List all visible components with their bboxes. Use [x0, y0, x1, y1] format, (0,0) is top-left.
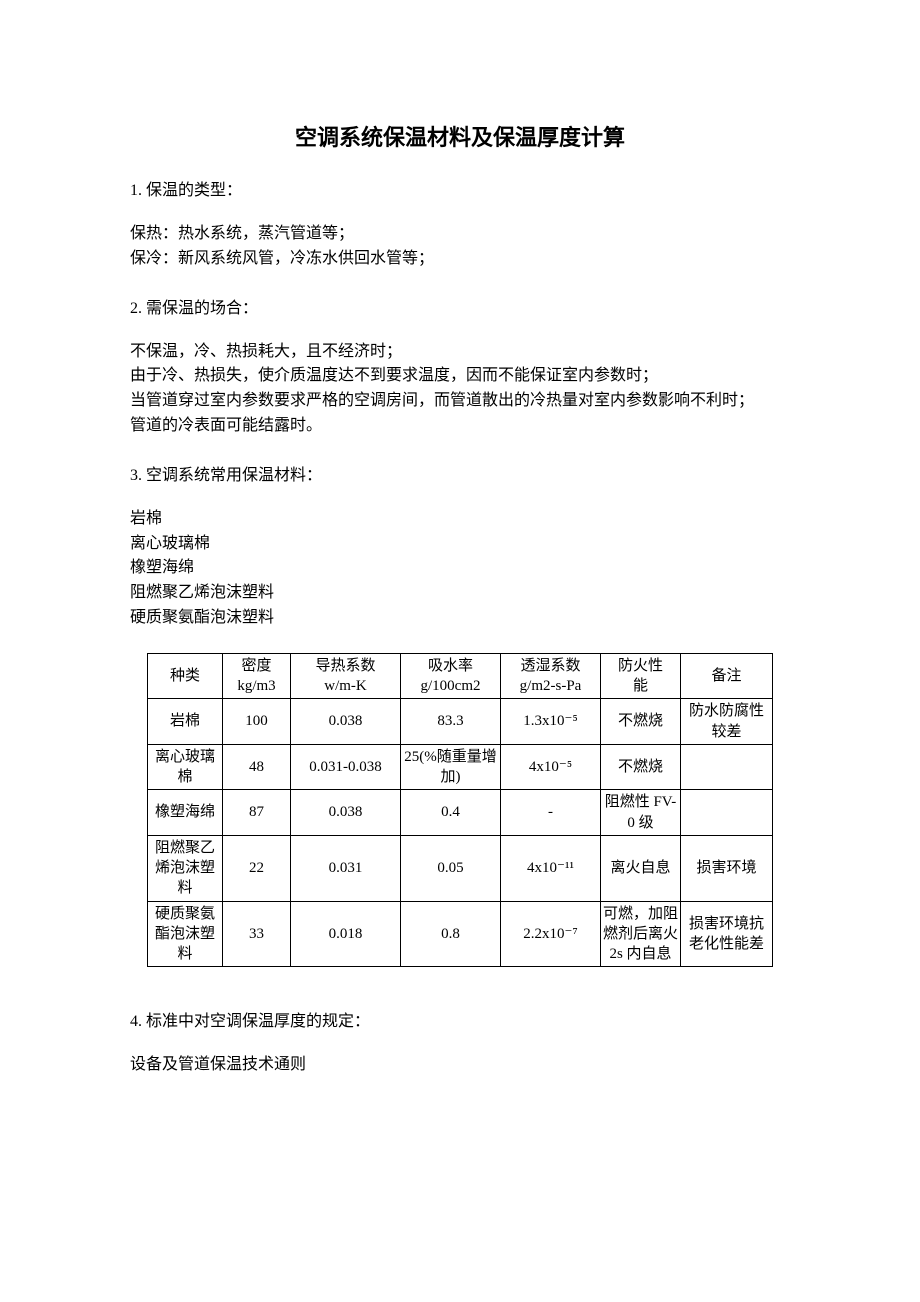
section2-line: 由于冷、热损失，使介质温度达不到要求温度，因而不能保证室内参数时；: [130, 364, 790, 389]
cell-density: 87: [223, 790, 291, 836]
table-row: 硬质聚氨酯泡沫塑料 33 0.018 0.8 2.2x10⁻⁷ 可燃，加阻燃剂后…: [148, 901, 773, 967]
table-header-row: 种类 密度kg/m3 导热系数w/m-K 吸水率g/100cm2 透湿系数g/m…: [148, 653, 773, 699]
section3-line: 岩棉: [130, 507, 790, 532]
th-conductivity: 导热系数w/m-K: [291, 653, 401, 699]
section3-body: 岩棉 离心玻璃棉 橡塑海绵 阻燃聚乙烯泡沫塑料 硬质聚氨酯泡沫塑料: [130, 507, 790, 631]
cell-type: 橡塑海绵: [148, 790, 223, 836]
cell-notes: [681, 744, 773, 790]
section2-head: 2. 需保温的场合：: [130, 294, 790, 318]
cell-permeability: 2.2x10⁻⁷: [501, 901, 601, 967]
section1-line: 保冷：新风系统风管，冷冻水供回水管等；: [130, 247, 790, 272]
table-row: 橡塑海绵 87 0.038 0.4 - 阻燃性 FV-0 级: [148, 790, 773, 836]
cell-conductivity: 0.031-0.038: [291, 744, 401, 790]
section2-line: 当管道穿过室内参数要求严格的空调房间，而管道散出的冷热量对室内参数影响不利时；: [130, 389, 790, 414]
cell-notes: 防水防腐性较差: [681, 699, 773, 745]
cell-permeability: 4x10⁻⁵: [501, 744, 601, 790]
cell-fire: 离火自息: [601, 835, 681, 901]
table-row: 岩棉 100 0.038 83.3 1.3x10⁻⁵ 不燃烧 防水防腐性较差: [148, 699, 773, 745]
cell-notes: [681, 790, 773, 836]
th-absorption: 吸水率g/100cm2: [401, 653, 501, 699]
cell-conductivity: 0.031: [291, 835, 401, 901]
table-row: 离心玻璃棉 48 0.031-0.038 25(%随重量增加) 4x10⁻⁵ 不…: [148, 744, 773, 790]
cell-permeability: 4x10⁻¹¹: [501, 835, 601, 901]
cell-conductivity: 0.038: [291, 699, 401, 745]
section4-line: 设备及管道保温技术通则: [130, 1053, 790, 1078]
th-fire: 防火性能: [601, 653, 681, 699]
cell-type: 硬质聚氨酯泡沫塑料: [148, 901, 223, 967]
cell-absorption: 0.05: [401, 835, 501, 901]
section3-head: 3. 空调系统常用保温材料：: [130, 461, 790, 485]
cell-conductivity: 0.038: [291, 790, 401, 836]
section1-head: 1. 保温的类型：: [130, 176, 790, 200]
cell-density: 100: [223, 699, 291, 745]
section1-line: 保热：热水系统，蒸汽管道等；: [130, 222, 790, 247]
section3-line: 硬质聚氨酯泡沫塑料: [130, 606, 790, 631]
th-type: 种类: [148, 653, 223, 699]
th-notes: 备注: [681, 653, 773, 699]
cell-density: 48: [223, 744, 291, 790]
table-body: 岩棉 100 0.038 83.3 1.3x10⁻⁵ 不燃烧 防水防腐性较差 离…: [148, 699, 773, 967]
section2-line: 不保温，冷、热损耗大，且不经济时；: [130, 340, 790, 365]
cell-density: 33: [223, 901, 291, 967]
section2-line: 管道的冷表面可能结露时。: [130, 414, 790, 439]
page: 空调系统保温材料及保温厚度计算 1. 保温的类型： 保热：热水系统，蒸汽管道等；…: [0, 0, 920, 1180]
cell-fire: 阻燃性 FV-0 级: [601, 790, 681, 836]
section1-body: 保热：热水系统，蒸汽管道等； 保冷：新风系统风管，冷冻水供回水管等；: [130, 222, 790, 272]
spacer: [130, 967, 790, 1007]
materials-table: 种类 密度kg/m3 导热系数w/m-K 吸水率g/100cm2 透湿系数g/m…: [147, 653, 773, 968]
cell-absorption: 25(%随重量增加): [401, 744, 501, 790]
table-row: 阻燃聚乙烯泡沫塑料 22 0.031 0.05 4x10⁻¹¹ 离火自息 损害环…: [148, 835, 773, 901]
cell-permeability: -: [501, 790, 601, 836]
cell-type: 离心玻璃棉: [148, 744, 223, 790]
cell-density: 22: [223, 835, 291, 901]
section4-head: 4. 标准中对空调保温厚度的规定：: [130, 1007, 790, 1031]
cell-fire: 不燃烧: [601, 699, 681, 745]
section3-line: 橡塑海绵: [130, 556, 790, 581]
cell-notes: 损害环境: [681, 835, 773, 901]
cell-fire: 可燃，加阻燃剂后离火 2s 内自息: [601, 901, 681, 967]
section2-body: 不保温，冷、热损耗大，且不经济时； 由于冷、热损失，使介质温度达不到要求温度，因…: [130, 340, 790, 439]
cell-absorption: 0.8: [401, 901, 501, 967]
cell-notes: 损害环境抗老化性能差: [681, 901, 773, 967]
cell-conductivity: 0.018: [291, 901, 401, 967]
cell-absorption: 0.4: [401, 790, 501, 836]
cell-permeability: 1.3x10⁻⁵: [501, 699, 601, 745]
section3-line: 离心玻璃棉: [130, 532, 790, 557]
page-title: 空调系统保温材料及保温厚度计算: [130, 120, 790, 152]
section3-line: 阻燃聚乙烯泡沫塑料: [130, 581, 790, 606]
th-permeability: 透湿系数g/m2-s-Pa: [501, 653, 601, 699]
cell-type: 岩棉: [148, 699, 223, 745]
th-density: 密度kg/m3: [223, 653, 291, 699]
cell-fire: 不燃烧: [601, 744, 681, 790]
section4-body: 设备及管道保温技术通则: [130, 1053, 790, 1078]
cell-type: 阻燃聚乙烯泡沫塑料: [148, 835, 223, 901]
cell-absorption: 83.3: [401, 699, 501, 745]
